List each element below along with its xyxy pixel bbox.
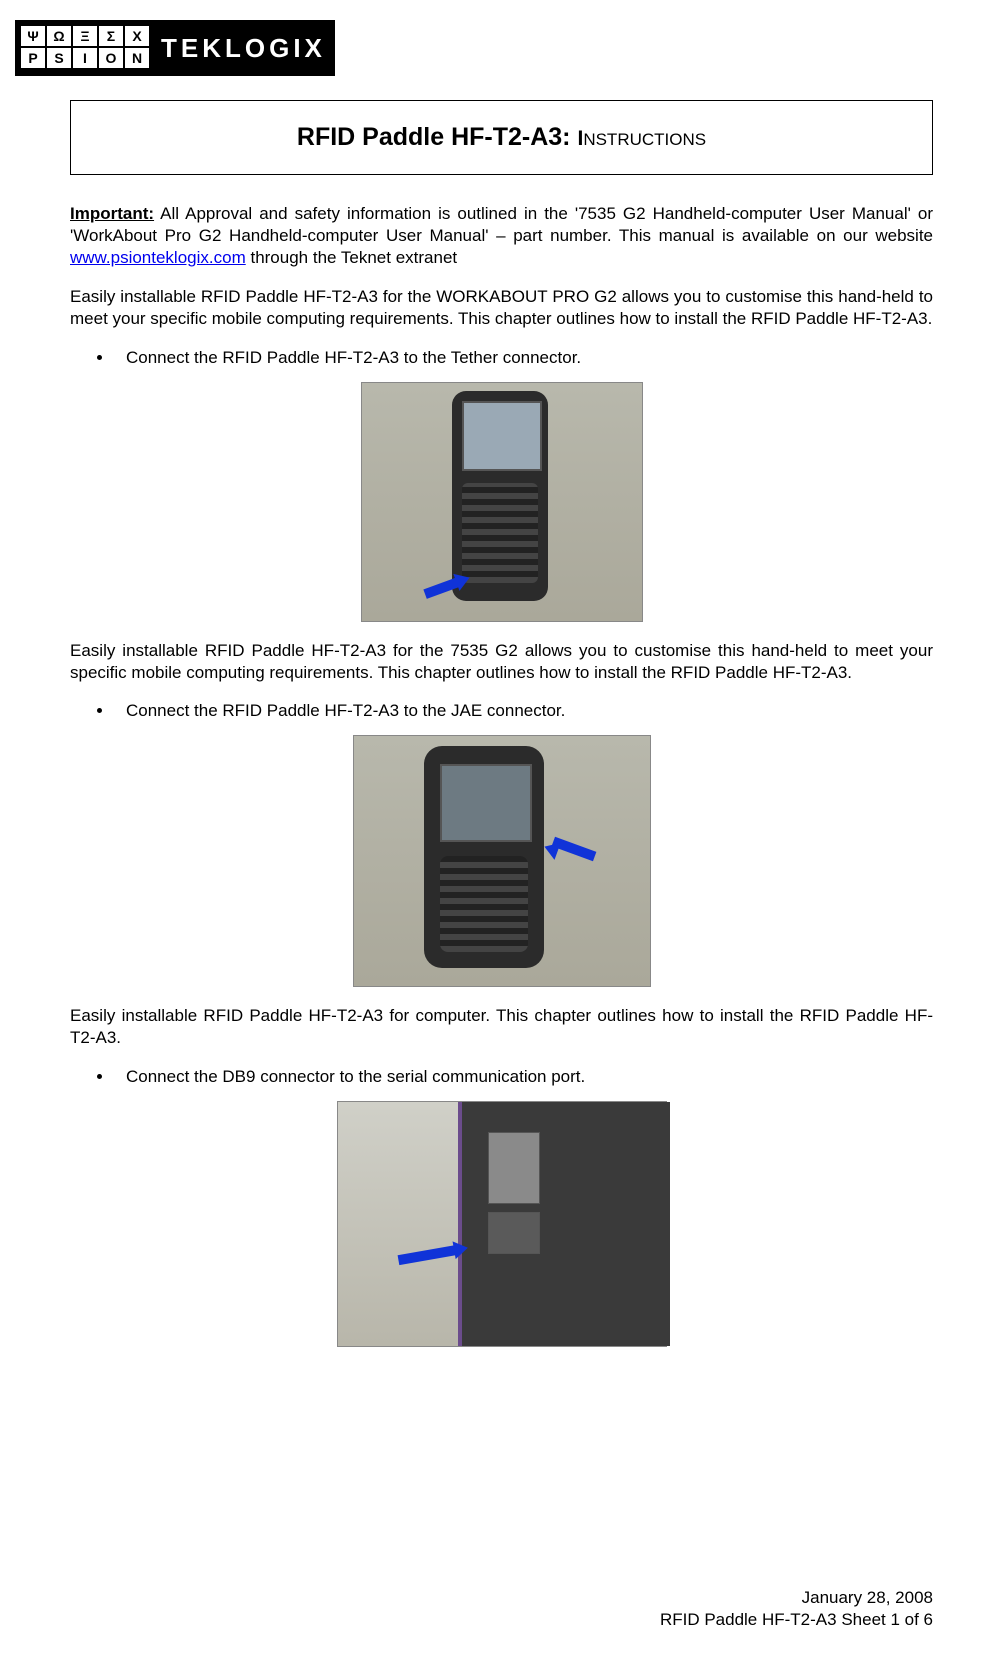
figure-1 <box>70 382 933 622</box>
footer-date: January 28, 2008 <box>660 1587 933 1609</box>
important-label: Important: <box>70 204 154 223</box>
title-bold: RFID Paddle HF-T2-A3: <box>297 123 578 151</box>
figure-2 <box>70 735 933 987</box>
logo-letter: O <box>99 48 123 68</box>
bullet-list-1: Connect the RFID Paddle HF-T2-A3 to the … <box>70 348 933 368</box>
important-paragraph: Important: All Approval and safety infor… <box>70 203 933 268</box>
paragraph-1: Easily installable RFID Paddle HF-T2-A3 … <box>70 286 933 330</box>
paragraph-3: Easily installable RFID Paddle HF-T2-A3 … <box>70 1005 933 1049</box>
figure-3 <box>70 1101 933 1347</box>
logo-letter: P <box>21 48 45 68</box>
bullet-item: Connect the RFID Paddle HF-T2-A3 to the … <box>114 701 933 721</box>
logo-letter: N <box>125 48 149 68</box>
paragraph-2: Easily installable RFID Paddle HF-T2-A3 … <box>70 640 933 684</box>
document-title-box: RFID Paddle HF-T2-A3: INSTRUCTIONS <box>70 100 933 175</box>
logo-letter: I <box>73 48 97 68</box>
arrow-icon <box>397 1245 458 1265</box>
important-text2: through the Teknet extranet <box>246 248 457 267</box>
title-instr-rest: NSTRUCTIONS <box>583 130 706 149</box>
device-image-2 <box>353 735 651 987</box>
logo-glyph: Ξ <box>73 26 97 46</box>
footer-sheet: RFID Paddle HF-T2-A3 Sheet 1 of 6 <box>660 1609 933 1631</box>
company-logo: ΨP ΩS ΞI ΣO ΧN TEKLOGIX <box>15 20 335 76</box>
logo-letter: S <box>47 48 71 68</box>
logo-psion-grid: ΨP ΩS ΞI ΣO ΧN <box>15 26 149 70</box>
pc-image <box>337 1101 667 1347</box>
logo-glyph: Χ <box>125 26 149 46</box>
device-image-1 <box>361 382 643 622</box>
bullet-list-2: Connect the RFID Paddle HF-T2-A3 to the … <box>70 701 933 721</box>
logo-glyph: Σ <box>99 26 123 46</box>
bullet-item: Connect the DB9 connector to the serial … <box>114 1067 933 1087</box>
page: ΨP ΩS ΞI ΣO ΧN TEKLOGIX RFID Paddle HF-T… <box>0 0 1003 1653</box>
logo-brand-text: TEKLOGIX <box>149 33 326 64</box>
bullet-item: Connect the RFID Paddle HF-T2-A3 to the … <box>114 348 933 368</box>
page-footer: January 28, 2008 RFID Paddle HF-T2-A3 Sh… <box>660 1587 933 1631</box>
website-link[interactable]: www.psionteklogix.com <box>70 248 246 267</box>
important-text1: All Approval and safety information is o… <box>70 204 933 245</box>
logo-glyph: Ω <box>47 26 71 46</box>
logo-glyph: Ψ <box>21 26 45 46</box>
bullet-list-3: Connect the DB9 connector to the serial … <box>70 1067 933 1087</box>
